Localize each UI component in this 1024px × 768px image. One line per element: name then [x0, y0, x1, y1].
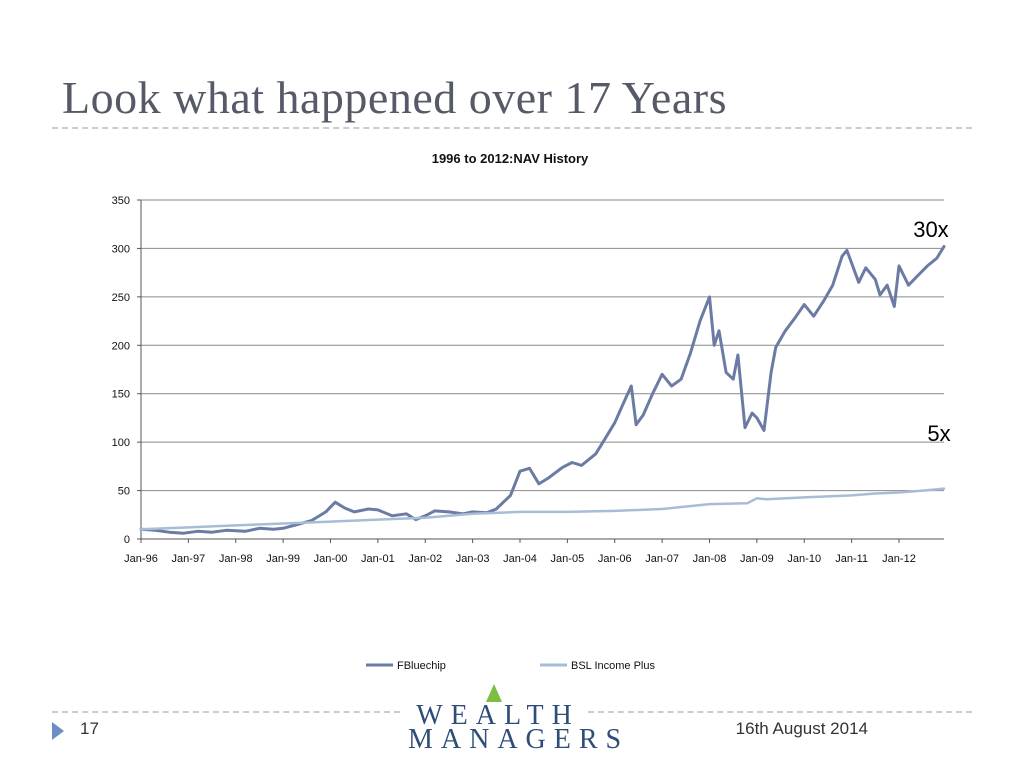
xtick-label-Jan-09: Jan-09 [740, 553, 774, 565]
xtick-label-Jan-99: Jan-99 [266, 553, 300, 565]
logo-text-line1: WEALTH [416, 700, 580, 731]
xtick-label-Jan-04: Jan-04 [503, 553, 537, 565]
chart-title: 1996 to 2012:NAV History [432, 151, 589, 166]
legend: FBluechip BSL Income Plus [366, 660, 655, 672]
xtick-label-Jan-98: Jan-98 [219, 553, 253, 565]
ytick-label-250: 250 [112, 292, 130, 304]
xtick-label-Jan-10: Jan-10 [787, 553, 821, 565]
legend-label-bsl: BSL Income Plus [571, 660, 655, 672]
slide-arrow-icon [52, 722, 64, 740]
xtick-label-Jan-01: Jan-01 [361, 553, 395, 565]
xtick-label-Jan-96: Jan-96 [124, 553, 158, 565]
series-layer [139, 245, 946, 535]
annotation-0: 30x [913, 217, 948, 242]
footer-divider-right [588, 711, 972, 713]
ytick-label-100: 100 [112, 437, 130, 449]
slide-date: 16th August 2014 [735, 719, 868, 738]
annotations: 30x 5x [913, 217, 950, 446]
footer-divider-left [52, 711, 400, 713]
grid-layer [141, 199, 944, 540]
ytick-label-350: 350 [112, 195, 130, 207]
xtick-label-Jan-02: Jan-02 [408, 553, 442, 565]
ytick-label-300: 300 [112, 243, 130, 255]
series-line-fbluechip [139, 245, 946, 535]
y-axis: 0 50 100 150 200 250 300 350 [112, 195, 142, 546]
ytick-label-150: 150 [112, 389, 130, 401]
ytick-label-50: 50 [118, 486, 130, 498]
title-divider [52, 127, 972, 129]
logo-text-line2: MANAGERS [408, 724, 630, 755]
logo-triangle-icon [486, 684, 502, 702]
xtick-label-Jan-06: Jan-06 [598, 553, 632, 565]
xtick-label-Jan-08: Jan-08 [693, 553, 727, 565]
ytick-label-200: 200 [112, 340, 130, 352]
xtick-label-Jan-03: Jan-03 [456, 553, 490, 565]
slide-title: Look what happened over 17 Years [62, 72, 727, 123]
legend-label-fbluechip: FBluechip [397, 660, 446, 672]
nav-history-chart: 1996 to 2012:NAV History 0 50 100 150 200 250… [112, 151, 951, 672]
xtick-label-Jan-07: Jan-07 [645, 553, 679, 565]
annotation-1: 5x [927, 421, 950, 446]
xtick-label-Jan-97: Jan-97 [172, 553, 206, 565]
xtick-label-Jan-12: Jan-12 [882, 553, 916, 565]
xtick-label-Jan-05: Jan-05 [551, 553, 585, 565]
slide-number: 17 [80, 719, 99, 738]
wealth-managers-logo: WEALTH MANAGERS [408, 684, 630, 755]
x-axis: Jan-96 Jan-97 Jan-98 Jan-99 Jan-00 Jan-01 Jan-… [124, 538, 944, 565]
series-line-bsl-income-plus [139, 487, 946, 531]
xtick-label-Jan-11: Jan-11 [835, 553, 868, 565]
ytick-label-0: 0 [124, 534, 130, 546]
xtick-label-Jan-00: Jan-00 [314, 553, 348, 565]
